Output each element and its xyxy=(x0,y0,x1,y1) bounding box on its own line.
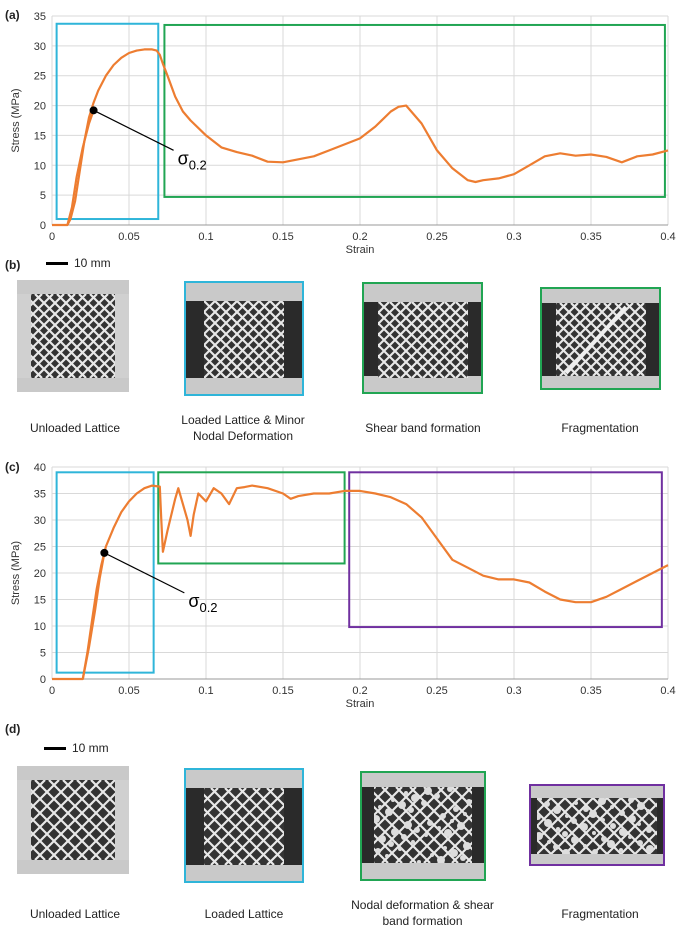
lattice-photo-b3 xyxy=(362,282,483,394)
lattice-photo-d4 xyxy=(529,784,665,866)
panel-label-d: (d) xyxy=(5,722,21,736)
y-tick-label: 15 xyxy=(34,595,46,607)
caption-b1: Unloaded Lattice xyxy=(29,421,121,435)
scale-bar-line xyxy=(46,261,68,265)
x-tick-label: 0.3 xyxy=(506,685,521,697)
scale-bar-label: 10 mm xyxy=(72,741,109,755)
sigma-label: σ0.2 xyxy=(188,591,217,615)
y-tick-label: 5 xyxy=(40,648,46,660)
stress-strain-chart-c: 0 0.05 0.1 0.15 0.2 0.25 0.3 0.35 0.4 0 5 10 15 20 25 3… xyxy=(10,462,676,710)
caption-b2: Loaded Lattice & Minor Nodal Deformation xyxy=(181,413,305,443)
scale-bar-label: 10 mm xyxy=(74,256,111,270)
y-tick-label: 20 xyxy=(34,101,46,113)
x-tick-label: 0.1 xyxy=(198,231,213,243)
caption-d1: Unloaded Lattice xyxy=(29,907,121,921)
x-axis-title: Strain xyxy=(346,698,375,710)
lattice-photo-b4 xyxy=(540,287,661,390)
green-region-box xyxy=(157,471,346,565)
lattice-photo-d3 xyxy=(360,771,486,881)
y-tick-label: 35 xyxy=(34,11,46,23)
marker-leader-line xyxy=(93,109,174,151)
y-tick-label: 35 xyxy=(34,489,46,501)
x-tick-label: 0 xyxy=(49,231,55,243)
caption-d4: Fragmentation xyxy=(561,907,639,921)
scale-bar-b: 10 mm xyxy=(46,256,111,270)
yield-point-marker xyxy=(100,548,109,557)
y-axis-title: Stress (MPa) xyxy=(10,541,22,605)
y-tick-label: 30 xyxy=(34,515,46,527)
x-axis-title: Strain xyxy=(346,244,375,256)
y-tick-label: 40 xyxy=(34,462,46,474)
y-tick-label: 10 xyxy=(34,621,46,633)
x-tick-label: 0.35 xyxy=(580,685,601,697)
caption-d3: Nodal deformation & shear band formation xyxy=(351,898,494,928)
x-tick-label: 0.25 xyxy=(426,231,447,243)
x-tick-label: 0.15 xyxy=(272,685,293,697)
sigma-label: σ0.2 xyxy=(178,148,207,172)
x-tick-label: 0.35 xyxy=(580,231,601,243)
green-region-box xyxy=(163,23,666,198)
caption-d2: Loaded Lattice xyxy=(204,907,284,921)
y-tick-label: 0 xyxy=(40,674,46,686)
panel-label-c: (c) xyxy=(5,460,20,474)
cyan-region-box xyxy=(55,22,160,221)
lattice-photo-b1 xyxy=(17,280,129,392)
stress-strain-curve-1 xyxy=(81,552,106,680)
y-tick-label: 20 xyxy=(34,568,46,580)
x-tick-label: 0 xyxy=(49,685,55,697)
x-tick-label: 0.25 xyxy=(426,685,447,697)
x-tick-label: 0.4 xyxy=(660,685,675,697)
lattice-photo-b2 xyxy=(184,281,304,396)
y-tick-label: 25 xyxy=(34,542,46,554)
scale-bar-d: 10 mm xyxy=(44,741,109,755)
stress-strain-curve-1 xyxy=(66,109,95,226)
lattice-photo-d2 xyxy=(184,768,304,883)
stress-strain-chart-a: 0 0.05 0.1 0.15 0.2 0.25 0.3 0.35 0.4 0 5 10 15 20 25 3… xyxy=(10,11,676,256)
y-tick-label: 25 xyxy=(34,71,46,83)
y-tick-label: 10 xyxy=(34,160,46,172)
cyan-region-box xyxy=(55,471,155,674)
purple-region-box xyxy=(348,471,663,629)
stress-strain-curve-0 xyxy=(52,48,669,227)
y-tick-label: 30 xyxy=(34,41,46,53)
panel-label-a: (a) xyxy=(5,8,20,22)
y-tick-label: 0 xyxy=(40,220,46,232)
x-tick-label: 0.05 xyxy=(118,685,139,697)
stress-strain-curve-0 xyxy=(52,484,669,681)
panel-label-b: (b) xyxy=(5,258,21,272)
yield-point-marker xyxy=(89,106,98,115)
x-tick-label: 0.2 xyxy=(352,685,367,697)
x-tick-label: 0.2 xyxy=(352,231,367,243)
lattice-photo-d1 xyxy=(17,766,129,874)
x-tick-label: 0.15 xyxy=(272,231,293,243)
x-tick-label: 0.1 xyxy=(198,685,213,697)
x-tick-label: 0.05 xyxy=(118,231,139,243)
y-tick-label: 5 xyxy=(40,190,46,202)
caption-b4: Fragmentation xyxy=(561,421,639,435)
scale-bar-line xyxy=(44,746,66,750)
marker-leader-line xyxy=(104,552,185,594)
y-tick-label: 15 xyxy=(34,130,46,142)
caption-b3: Shear band formation xyxy=(365,421,481,435)
x-tick-label: 0.3 xyxy=(506,231,521,243)
y-axis-title: Stress (MPa) xyxy=(10,88,22,152)
x-tick-label: 0.4 xyxy=(660,231,675,243)
